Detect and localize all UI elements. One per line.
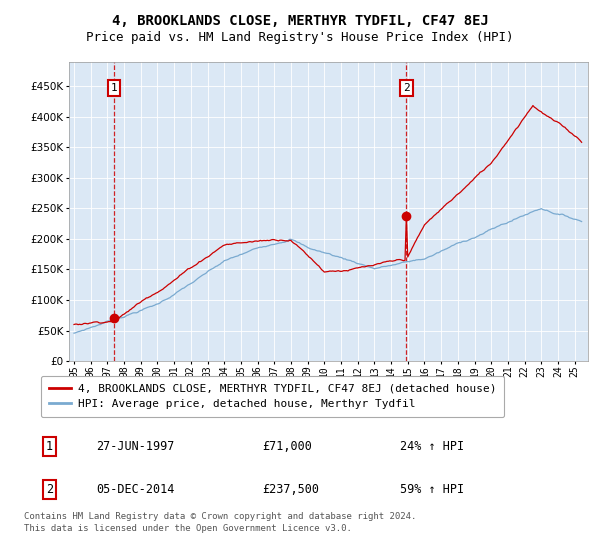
Text: 2: 2: [403, 83, 410, 93]
Text: 1: 1: [46, 440, 53, 453]
Text: Price paid vs. HM Land Registry's House Price Index (HPI): Price paid vs. HM Land Registry's House …: [86, 31, 514, 44]
Text: Contains HM Land Registry data © Crown copyright and database right 2024.
This d: Contains HM Land Registry data © Crown c…: [23, 512, 416, 534]
Text: 05-DEC-2014: 05-DEC-2014: [96, 483, 175, 496]
Text: 1: 1: [111, 83, 118, 93]
Text: 24% ↑ HPI: 24% ↑ HPI: [400, 440, 464, 453]
Text: £237,500: £237,500: [262, 483, 319, 496]
Text: 2: 2: [46, 483, 53, 496]
Text: 27-JUN-1997: 27-JUN-1997: [96, 440, 175, 453]
Legend: 4, BROOKLANDS CLOSE, MERTHYR TYDFIL, CF47 8EJ (detached house), HPI: Average pri: 4, BROOKLANDS CLOSE, MERTHYR TYDFIL, CF4…: [41, 376, 504, 417]
Text: 59% ↑ HPI: 59% ↑ HPI: [400, 483, 464, 496]
Text: 4, BROOKLANDS CLOSE, MERTHYR TYDFIL, CF47 8EJ: 4, BROOKLANDS CLOSE, MERTHYR TYDFIL, CF4…: [112, 14, 488, 28]
Text: £71,000: £71,000: [262, 440, 312, 453]
